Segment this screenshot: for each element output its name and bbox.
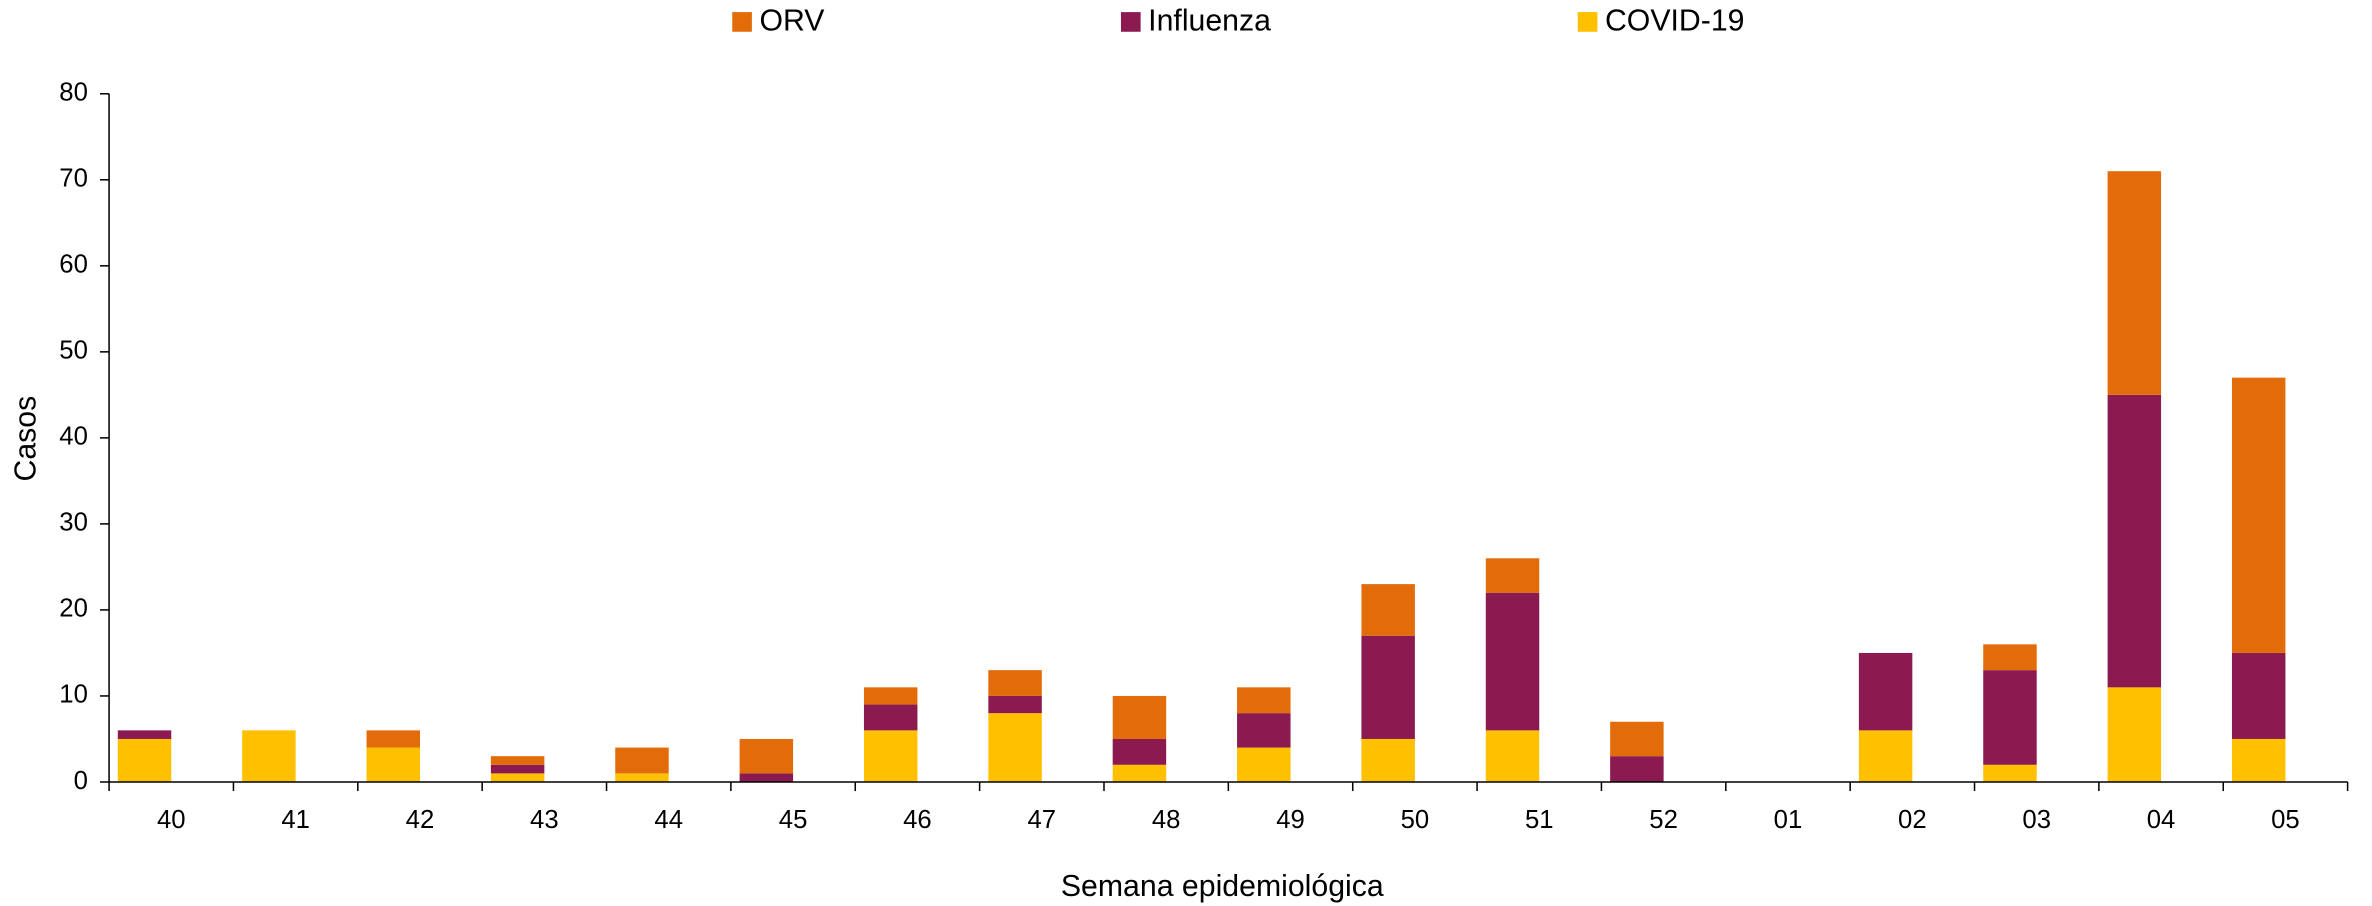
bar-segment xyxy=(490,756,545,765)
legend-label: Influenza xyxy=(1148,5,1271,38)
bar-segment xyxy=(1485,592,1540,731)
bar-segment xyxy=(739,738,794,774)
bar-segment xyxy=(1361,738,1415,782)
x-axis-title: Semana epidemiológica xyxy=(1061,870,1384,903)
bar-segment xyxy=(1610,721,1664,757)
y-tick-label: 70 xyxy=(59,165,88,193)
bar-segment xyxy=(615,747,669,774)
x-tick-label: 50 xyxy=(1401,806,1430,834)
x-tick-label: 41 xyxy=(281,806,310,834)
x-tick-label: 01 xyxy=(1774,806,1803,834)
y-tick-label: 50 xyxy=(59,337,88,365)
bar-segment xyxy=(2231,652,2286,739)
bar-segment xyxy=(2231,377,2286,653)
legend-swatch xyxy=(1120,12,1141,32)
bar-segment xyxy=(863,704,918,731)
x-tick-label: 42 xyxy=(406,806,435,834)
bar-segment xyxy=(1485,558,1540,593)
bar-segment xyxy=(1983,764,2037,782)
bar-segment xyxy=(366,747,420,782)
bar-segment xyxy=(117,730,172,739)
x-tick-label: 05 xyxy=(2271,806,2300,834)
y-tick-label: 0 xyxy=(74,767,88,795)
bar-segment xyxy=(739,773,794,782)
bar-segment xyxy=(1112,738,1167,765)
bar-segment xyxy=(1237,747,1291,782)
x-tick-label: 03 xyxy=(2022,806,2051,834)
bar-segment xyxy=(2107,171,2162,395)
y-tick-label: 40 xyxy=(59,423,88,451)
bar-segment xyxy=(1112,764,1167,782)
bar-segment xyxy=(1237,713,1291,748)
bar-segment xyxy=(2107,687,2162,782)
y-tick-label: 80 xyxy=(59,79,88,107)
bar-segment xyxy=(1112,695,1167,739)
x-tick-label: 52 xyxy=(1649,806,1678,834)
bar-segment xyxy=(988,713,1042,782)
bar-segment xyxy=(1361,635,1415,739)
bar-segment xyxy=(988,695,1042,714)
y-tick-label: 60 xyxy=(59,251,88,279)
x-tick-label: 46 xyxy=(903,806,932,834)
bar-segment xyxy=(863,730,918,782)
bar-segment xyxy=(242,730,296,782)
bar-segment xyxy=(1361,584,1415,636)
bar-segment xyxy=(1858,730,1913,782)
bar-segment xyxy=(117,738,172,782)
legend-label: COVID-19 xyxy=(1605,5,1745,38)
x-tick-label: 43 xyxy=(530,806,559,834)
bar-segment xyxy=(490,773,545,782)
y-tick-label: 10 xyxy=(59,681,88,709)
y-tick-label: 20 xyxy=(59,595,88,623)
x-tick-label: 40 xyxy=(157,806,186,834)
x-tick-label: 02 xyxy=(1898,806,1927,834)
bar-segment xyxy=(1485,730,1540,782)
legend-label: ORV xyxy=(759,5,825,38)
bar-segment xyxy=(2107,394,2162,688)
bar-segment xyxy=(1983,644,2037,671)
x-tick-label: 45 xyxy=(779,806,808,834)
bar-segment xyxy=(1858,652,1913,731)
x-tick-label: 04 xyxy=(2147,806,2176,834)
bar-segment xyxy=(615,773,669,782)
x-tick-label: 47 xyxy=(1028,806,1057,834)
bar-segment xyxy=(988,670,1042,696)
legend-swatch xyxy=(732,12,752,32)
legend-swatch xyxy=(1577,12,1598,32)
bar-segment xyxy=(1983,670,2037,765)
bar-segment xyxy=(490,764,545,774)
bar-segment xyxy=(863,687,918,705)
bar-segment xyxy=(1237,687,1291,714)
bar-segment xyxy=(1610,756,1664,782)
x-tick-label: 51 xyxy=(1525,806,1554,834)
x-tick-label: 44 xyxy=(654,806,683,834)
bar-segment xyxy=(2231,738,2286,782)
bar-segment xyxy=(366,730,420,748)
x-tick-label: 49 xyxy=(1276,806,1305,834)
y-tick-label: 30 xyxy=(59,509,88,537)
x-tick-label: 48 xyxy=(1152,806,1181,834)
y-axis-title: Casos xyxy=(9,396,42,482)
